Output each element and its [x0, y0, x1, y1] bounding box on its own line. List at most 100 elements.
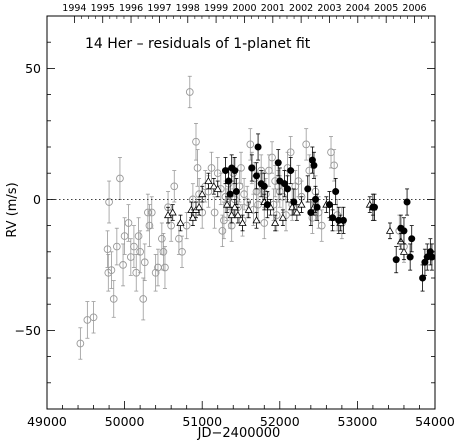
data-point: [428, 243, 436, 271]
data-point: [330, 149, 338, 182]
top-year-label: 1997: [147, 3, 171, 14]
open-circle-marker: [107, 266, 116, 274]
filled-circle-marker: [248, 164, 256, 172]
data-point: [176, 214, 185, 232]
open-circle-marker: [130, 242, 138, 251]
data-point: [302, 128, 311, 161]
data-point: [291, 170, 300, 203]
open-circle-marker: [116, 174, 124, 183]
data-point: [329, 204, 337, 232]
data-point: [304, 175, 312, 203]
top-year-label: 1999: [204, 3, 228, 14]
series-open-triangle: [163, 172, 409, 261]
data-point: [116, 157, 124, 200]
data-point: [280, 170, 288, 198]
x-tick-label: 51000: [182, 414, 222, 429]
data-point: [313, 193, 321, 221]
data-point: [107, 251, 116, 289]
filled-circle-marker: [232, 188, 240, 196]
open-triangle-marker: [297, 200, 306, 208]
data-point: [185, 75, 194, 109]
data-point: [230, 198, 239, 216]
data-point: [83, 301, 92, 339]
data-point: [244, 201, 253, 219]
data-point: [317, 209, 326, 242]
axes-frame: [46, 15, 436, 410]
open-triangle-marker: [233, 210, 242, 219]
data-point: [109, 280, 118, 318]
top-year-label: 2006: [402, 3, 426, 14]
filled-circle-marker: [284, 185, 292, 193]
data-point: [325, 191, 333, 219]
data-point: [406, 243, 414, 271]
data-point: [210, 196, 219, 229]
filled-circle-marker: [260, 182, 268, 190]
data-point: [104, 254, 113, 292]
filled-circle-marker: [332, 188, 340, 196]
open-triangle-marker: [213, 184, 222, 192]
open-circle-marker: [147, 208, 156, 217]
open-circle-marker: [268, 153, 276, 162]
open-circle-marker: [210, 208, 219, 217]
filled-circle-marker: [287, 167, 295, 175]
open-circle-marker: [134, 232, 143, 240]
open-triangle-marker: [188, 213, 197, 221]
data-point: [161, 246, 169, 289]
open-circle-marker: [207, 164, 216, 172]
x-axis-label: JD−2400000: [197, 426, 281, 441]
data-point: [130, 225, 138, 268]
data-point: [370, 193, 378, 221]
open-circle-marker: [246, 140, 255, 149]
plot-frame: [46, 15, 436, 410]
filled-circle-marker: [428, 253, 436, 261]
data-point: [222, 196, 232, 213]
open-circle-marker: [119, 261, 127, 269]
open-circle-marker: [218, 226, 227, 235]
top-year-label: 1995: [91, 3, 115, 14]
open-circle-marker: [260, 219, 269, 227]
data-point: [403, 188, 411, 216]
open-triangle-marker: [230, 203, 239, 211]
data-point: [89, 301, 98, 334]
data-point: [400, 217, 408, 245]
open-triangle-marker: [271, 218, 280, 226]
data-point: [112, 227, 121, 266]
open-triangle-marker: [222, 200, 232, 208]
top-year-label: 2004: [346, 3, 370, 14]
top-year-label: 2000: [232, 3, 256, 14]
filled-circle-marker: [392, 256, 400, 264]
data-point: [332, 178, 340, 206]
data-point: [248, 154, 256, 182]
x-tick-label: 53000: [338, 414, 378, 429]
top-year-label: 1998: [176, 3, 200, 14]
data-point: [233, 206, 242, 224]
open-circle-marker: [89, 313, 98, 322]
open-triangle-marker: [385, 226, 395, 234]
data-point: [271, 214, 280, 232]
data-point: [195, 198, 204, 216]
open-circle-marker: [178, 247, 186, 256]
data-point: [274, 149, 282, 177]
filled-circle-marker: [280, 180, 288, 188]
open-triangle-marker: [227, 210, 236, 219]
top-year-label: 2001: [261, 3, 285, 14]
open-triangle-marker: [195, 203, 204, 211]
open-circle-marker: [76, 339, 85, 348]
data-point: [103, 230, 112, 268]
data-point: [76, 327, 85, 360]
top-year-label: 2003: [317, 3, 341, 14]
data-point: [140, 243, 149, 282]
open-circle-marker: [159, 247, 168, 256]
data-point: [124, 204, 133, 242]
open-circle-marker: [167, 221, 176, 230]
open-circle-marker: [109, 295, 118, 303]
open-circle-marker: [103, 245, 112, 254]
filled-circle-marker: [254, 143, 262, 151]
open-circle-marker: [144, 208, 152, 217]
filled-circle-marker: [274, 159, 282, 167]
data-point: [232, 178, 240, 206]
open-triangle-marker: [292, 208, 301, 216]
open-circle-marker: [330, 161, 338, 170]
data-point: [151, 254, 160, 292]
data-point: [238, 214, 247, 232]
